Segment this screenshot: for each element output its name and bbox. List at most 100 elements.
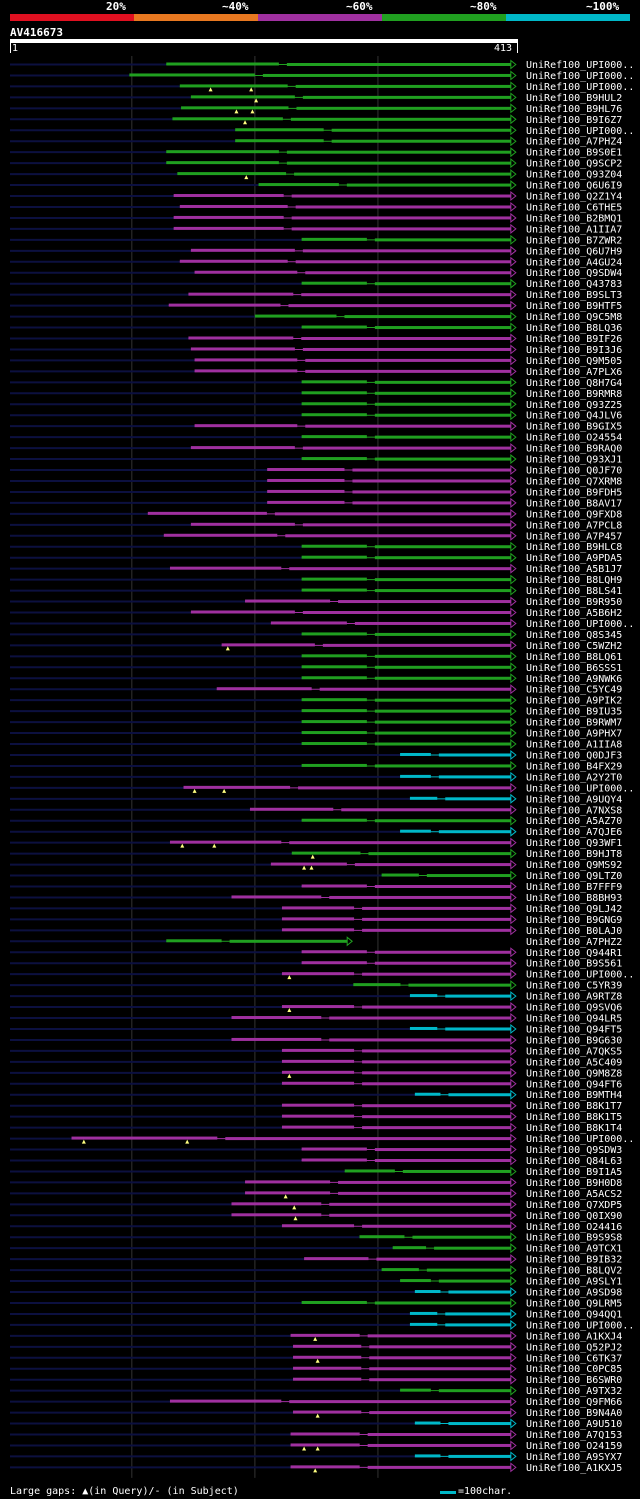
hit-hsp-a-117 — [293, 1344, 362, 1348]
hit-arrow-2 — [510, 81, 517, 92]
hit-hsp-a-72 — [291, 851, 361, 855]
scale-bar — [440, 1491, 456, 1494]
hit-hsp-b-72 — [368, 852, 511, 856]
hit-label-18: UniRef100_A4GU24 — [526, 257, 622, 268]
hit-hsp-b-37 — [352, 468, 511, 472]
hit-hsp-b-83 — [362, 972, 511, 976]
hit-hsp-b-95 — [362, 1104, 511, 1108]
hit-arrow-25 — [510, 333, 517, 344]
hit-hsp-a-108 — [392, 1246, 427, 1250]
legend-label-1: ~40% — [222, 0, 249, 13]
hit-arrow-47 — [510, 574, 517, 585]
hit-arrow-9 — [510, 158, 517, 169]
hit-hsp-a-27 — [194, 358, 298, 362]
hit-arrow-87 — [510, 1012, 517, 1024]
hit-gap-marker-5-0 — [243, 120, 248, 125]
hit-hsp-a-41 — [147, 511, 267, 515]
hit-label-61: UniRef100_A9PHX7 — [526, 729, 622, 740]
hit-arrow-50 — [510, 607, 517, 618]
hit-arrow-89 — [510, 1034, 517, 1045]
hit-hsp-a-61 — [301, 731, 367, 735]
hit-arrow-63 — [510, 749, 517, 761]
hit-label-51: UniRef100_UPI000.. — [526, 619, 634, 630]
hit-hsp-b-52 — [374, 632, 511, 636]
hit-arrow-128 — [510, 1462, 517, 1473]
hit-hsp-b-74 — [426, 874, 511, 878]
hit-label-40: UniRef100_B8AV17 — [526, 498, 622, 509]
hit-hsp-b-7 — [331, 139, 511, 143]
hit-label-38: UniRef100_Q7XRM8 — [526, 476, 622, 487]
hit-hsp-a-37 — [267, 468, 345, 472]
hit-arrow-4 — [510, 103, 517, 114]
hit-hsp-b-79 — [362, 928, 511, 932]
hit-arrow-96 — [510, 1111, 517, 1122]
hit-hsp-b-49 — [338, 600, 511, 604]
hit-arrow-52 — [510, 629, 517, 640]
hit-label-100: UniRef100_Q84L63 — [526, 1156, 622, 1167]
hit-hsp-a-100 — [301, 1158, 367, 1162]
hit-label-45: UniRef100_A9PDA5 — [526, 553, 622, 564]
hit-label-27: UniRef100_Q9M505 — [526, 356, 622, 367]
hit-arrow-53 — [510, 640, 517, 651]
hit-hsp-b-50 — [302, 611, 511, 614]
hit-arrow-106 — [510, 1221, 517, 1232]
hit-label-122: UniRef100_Q9FM66 — [526, 1397, 622, 1408]
hit-arrow-70 — [510, 826, 517, 837]
hit-arrow-40 — [510, 497, 517, 508]
hit-hsp-a-0 — [166, 62, 279, 66]
hit-hsp-b-43 — [285, 534, 511, 538]
hit-hsp-a-58 — [301, 698, 367, 702]
hit-label-88: UniRef100_Q94FT5 — [526, 1024, 622, 1035]
hit-arrow-94 — [510, 1089, 517, 1100]
hit-arrow-3 — [510, 92, 517, 103]
hit-hsp-b-106 — [362, 1224, 511, 1228]
hit-hsp-a-125 — [290, 1432, 360, 1436]
hit-label-95: UniRef100_B8K1T7 — [526, 1101, 622, 1112]
hit-hsp-a-94 — [414, 1092, 441, 1096]
hit-label-28: UniRef100_A7PLX6 — [526, 367, 622, 378]
hit-hsp-a-62 — [301, 742, 367, 746]
hit-label-32: UniRef100_Q4JLV6 — [526, 411, 622, 422]
hit-arrow-0 — [510, 59, 517, 70]
hit-arrow-29 — [510, 377, 517, 388]
hit-label-9: UniRef100_Q9SCP2 — [526, 159, 622, 170]
hit-gap-marker-98-0 — [81, 1139, 86, 1144]
hit-gap-marker-2-1 — [249, 87, 254, 92]
hit-hsp-a-113 — [301, 1300, 367, 1304]
hit-label-92: UniRef100_Q9M8Z8 — [526, 1068, 622, 1079]
hit-hsp-a-20 — [301, 281, 367, 285]
hit-label-112: UniRef100_A9SD98 — [526, 1288, 622, 1299]
hit-arrow-103 — [510, 1188, 517, 1199]
hit-arrow-41 — [510, 508, 517, 519]
hit-hsp-a-3 — [190, 95, 295, 99]
hit-hsp-b-27 — [305, 358, 511, 362]
hit-gap-marker-105-0 — [293, 1216, 298, 1221]
hit-hsp-a-29 — [301, 380, 367, 384]
hit-arrow-111 — [510, 1276, 517, 1287]
hit-arrow-114 — [510, 1308, 517, 1319]
hit-hsp-a-80 — [166, 939, 222, 943]
hit-gap-marker-53-0 — [225, 646, 230, 651]
hit-hsp-b-102 — [338, 1180, 511, 1184]
hit-hsp-b-62 — [374, 742, 511, 746]
hit-label-99: UniRef100_Q9SDW3 — [526, 1145, 622, 1156]
hit-hsp-b-61 — [374, 731, 511, 735]
hit-label-104: UniRef100_Q7XDP5 — [526, 1200, 622, 1211]
hit-label-114: UniRef100_Q94QQ1 — [526, 1309, 622, 1320]
hit-hsp-b-15 — [291, 227, 511, 231]
hit-hsp-a-57 — [216, 687, 312, 691]
hit-hsp-a-79 — [281, 928, 355, 932]
hit-hsp-a-19 — [194, 270, 298, 274]
hit-hsp-a-73 — [270, 862, 347, 866]
hit-label-64: UniRef100_B4FX29 — [526, 761, 622, 772]
hit-hsp-b-80 — [229, 939, 348, 943]
hit-label-90: UniRef100_A7QKS5 — [526, 1046, 622, 1057]
hit-arrow-51 — [510, 618, 517, 629]
hit-arrow-60 — [510, 717, 517, 728]
hit-label-80: UniRef100_A7PHZ2 — [526, 937, 622, 948]
hit-hsp-a-124 — [414, 1421, 441, 1425]
hit-arrow-38 — [510, 475, 517, 487]
hit-label-108: UniRef100_A9TCX1 — [526, 1244, 622, 1255]
hit-label-15: UniRef100_A1IIA7 — [526, 224, 622, 235]
hit-hsp-b-116 — [367, 1334, 511, 1338]
